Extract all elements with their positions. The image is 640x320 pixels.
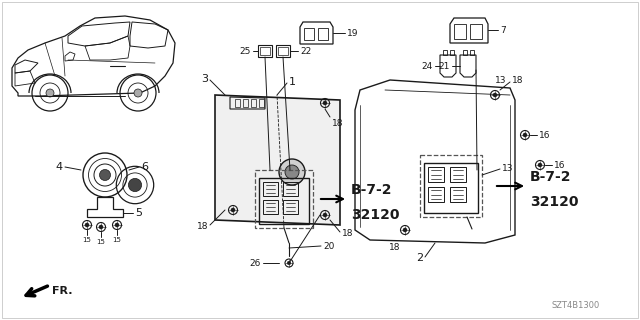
- Text: 18: 18: [196, 221, 208, 230]
- Bar: [283, 182, 298, 196]
- Bar: [263, 200, 278, 214]
- Bar: [278, 47, 288, 55]
- Text: 18: 18: [342, 228, 353, 237]
- Bar: [428, 187, 444, 202]
- Text: 32120: 32120: [351, 208, 399, 222]
- Circle shape: [493, 93, 497, 97]
- Bar: [255, 170, 313, 228]
- Bar: [450, 167, 466, 182]
- Text: B-7-2: B-7-2: [530, 170, 572, 184]
- Bar: [235, 99, 240, 107]
- Text: 32120: 32120: [530, 195, 579, 209]
- Text: 18: 18: [512, 76, 524, 84]
- Text: 15: 15: [113, 237, 122, 243]
- Text: FR.: FR.: [52, 286, 72, 296]
- Text: 26: 26: [250, 259, 261, 268]
- Bar: [251, 99, 256, 107]
- Bar: [283, 200, 298, 214]
- Bar: [470, 24, 482, 39]
- Text: 7: 7: [500, 26, 506, 35]
- Bar: [450, 50, 454, 55]
- Circle shape: [523, 133, 527, 137]
- Circle shape: [85, 223, 89, 227]
- Bar: [454, 24, 466, 39]
- Bar: [304, 28, 314, 40]
- Bar: [470, 50, 474, 55]
- Bar: [258, 45, 272, 57]
- Text: 4: 4: [56, 162, 63, 172]
- Text: 21: 21: [438, 61, 450, 70]
- Text: 22: 22: [300, 46, 311, 55]
- Text: 18: 18: [389, 243, 401, 252]
- Text: 24: 24: [422, 61, 433, 70]
- Circle shape: [99, 225, 103, 229]
- Circle shape: [287, 261, 291, 265]
- Circle shape: [134, 89, 142, 97]
- Text: 1: 1: [289, 77, 296, 87]
- Text: 2: 2: [416, 253, 423, 263]
- Circle shape: [323, 101, 327, 105]
- Text: 5: 5: [135, 208, 142, 218]
- Circle shape: [231, 208, 235, 212]
- Circle shape: [99, 170, 111, 180]
- Text: 6: 6: [141, 162, 148, 172]
- Circle shape: [403, 228, 407, 232]
- Text: 20: 20: [323, 242, 334, 251]
- Text: 13: 13: [502, 164, 513, 172]
- Circle shape: [129, 179, 141, 192]
- Text: 16: 16: [539, 131, 550, 140]
- Bar: [443, 50, 447, 55]
- Circle shape: [46, 89, 54, 97]
- Bar: [318, 28, 328, 40]
- Bar: [428, 167, 444, 182]
- Bar: [259, 99, 264, 107]
- Bar: [450, 187, 466, 202]
- Text: B-7-2: B-7-2: [351, 183, 392, 197]
- Circle shape: [279, 159, 305, 185]
- Text: 18: 18: [332, 119, 344, 128]
- Bar: [276, 45, 290, 57]
- Text: 13: 13: [495, 76, 506, 84]
- Text: 15: 15: [83, 237, 92, 243]
- Bar: [463, 50, 467, 55]
- Circle shape: [323, 213, 327, 217]
- Bar: [263, 182, 278, 196]
- Bar: [420, 155, 482, 217]
- Text: SZT4B1300: SZT4B1300: [552, 301, 600, 310]
- Text: 3: 3: [201, 74, 208, 84]
- Text: 25: 25: [239, 46, 251, 55]
- Bar: [243, 99, 248, 107]
- Polygon shape: [215, 95, 340, 225]
- Circle shape: [538, 163, 542, 167]
- Circle shape: [115, 223, 119, 227]
- Text: 15: 15: [97, 239, 106, 245]
- Text: 16: 16: [554, 161, 566, 170]
- Bar: [260, 47, 270, 55]
- Circle shape: [285, 165, 299, 179]
- Text: 19: 19: [347, 28, 358, 37]
